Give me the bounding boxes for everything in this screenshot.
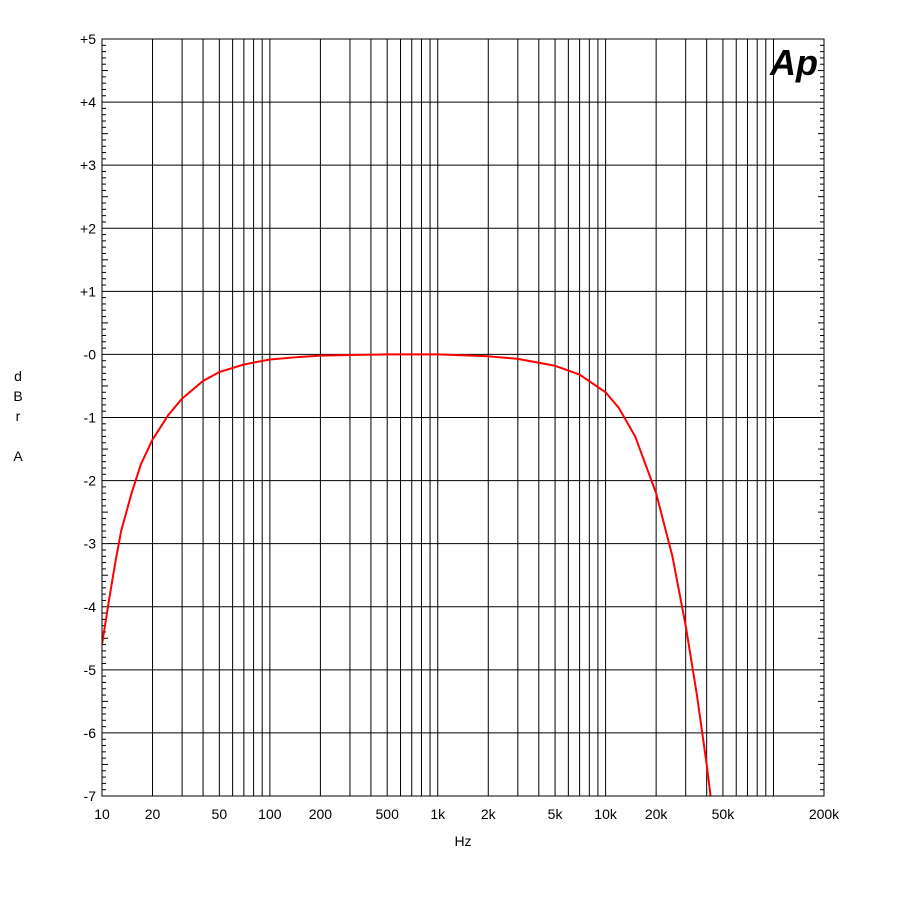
x-tick-label: 10 bbox=[94, 806, 110, 822]
y-tick-label: -4 bbox=[84, 599, 97, 615]
y-tick-label: -1 bbox=[84, 410, 97, 426]
y-tick-label: +1 bbox=[80, 283, 96, 299]
y-tick-label: -2 bbox=[84, 473, 97, 489]
x-tick-label: 100 bbox=[258, 806, 282, 822]
ap-logo: Ap bbox=[769, 42, 818, 83]
y-tick-label: +4 bbox=[80, 94, 96, 110]
series-line-0 bbox=[102, 353, 712, 796]
y-tick-label: -6 bbox=[84, 725, 97, 741]
x-tick-label: 20 bbox=[145, 806, 161, 822]
x-tick-label: 1k bbox=[430, 806, 446, 822]
x-tick-label: 200 bbox=[309, 806, 333, 822]
y-axis-title-letter: d bbox=[14, 368, 22, 384]
y-tick-labels: +5 +4 +3 +2 +1 -0 -1 -2 -3 -4 -5 -6 -7 bbox=[80, 31, 96, 804]
y-axis-title-letter: A bbox=[13, 448, 23, 464]
y-tick-label: +2 bbox=[80, 220, 96, 236]
x-tick-label: 50k bbox=[712, 806, 736, 822]
x-tick-label: 20k bbox=[645, 806, 669, 822]
x-tick-label: 10k bbox=[594, 806, 618, 822]
y-tick-label: +3 bbox=[80, 157, 96, 173]
y-tick-label: -3 bbox=[84, 536, 97, 552]
y-tick-label: -7 bbox=[84, 788, 97, 804]
x-tick-label: 200k bbox=[809, 806, 840, 822]
x-tick-labels: 10 20 50 100 200 500 1k 2k 5k 10k 20k 50k 200k bbox=[94, 806, 840, 822]
y-tick-label: -0 bbox=[84, 346, 97, 362]
x-tick-label: 500 bbox=[376, 806, 400, 822]
series-layer bbox=[102, 353, 712, 796]
y-axis-title-letter: B bbox=[13, 388, 22, 404]
y-tick-label: +5 bbox=[80, 31, 96, 47]
x-axis-title: Hz bbox=[454, 833, 471, 849]
y-axis-title-letter: r bbox=[16, 408, 21, 424]
grid bbox=[101, 38, 825, 797]
plot-frame bbox=[101, 38, 825, 797]
x-tick-label: 5k bbox=[548, 806, 564, 822]
y-tick-label: -5 bbox=[84, 662, 97, 678]
x-tick-label: 2k bbox=[481, 806, 497, 822]
x-tick-label: 50 bbox=[212, 806, 228, 822]
y-axis-title: dBr A bbox=[13, 368, 23, 464]
axis-ticks bbox=[102, 44, 824, 791]
